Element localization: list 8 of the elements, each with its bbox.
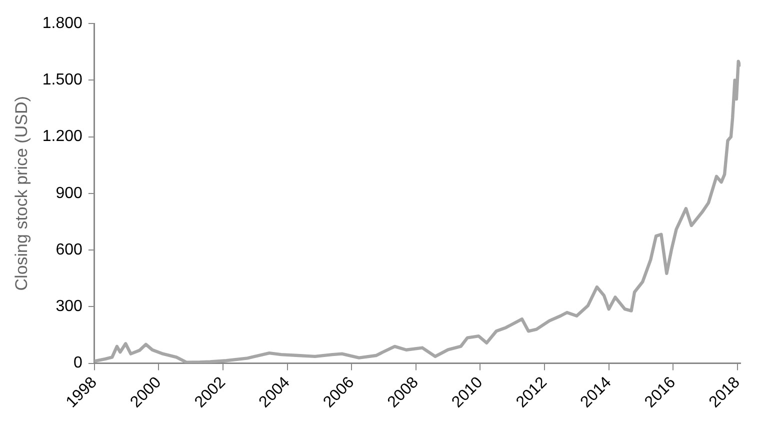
y-axis-title: Closing stock price (USD): [12, 96, 31, 291]
y-tick-label: 1.500: [42, 72, 83, 89]
y-tick-label: 600: [56, 241, 83, 258]
y-tick-label: 1.800: [42, 15, 83, 32]
y-tick-label: 900: [56, 184, 83, 202]
y-tick-label: 300: [56, 298, 83, 316]
y-tick-label: 1.200: [42, 128, 83, 146]
y-tick-label: 0: [74, 354, 83, 372]
